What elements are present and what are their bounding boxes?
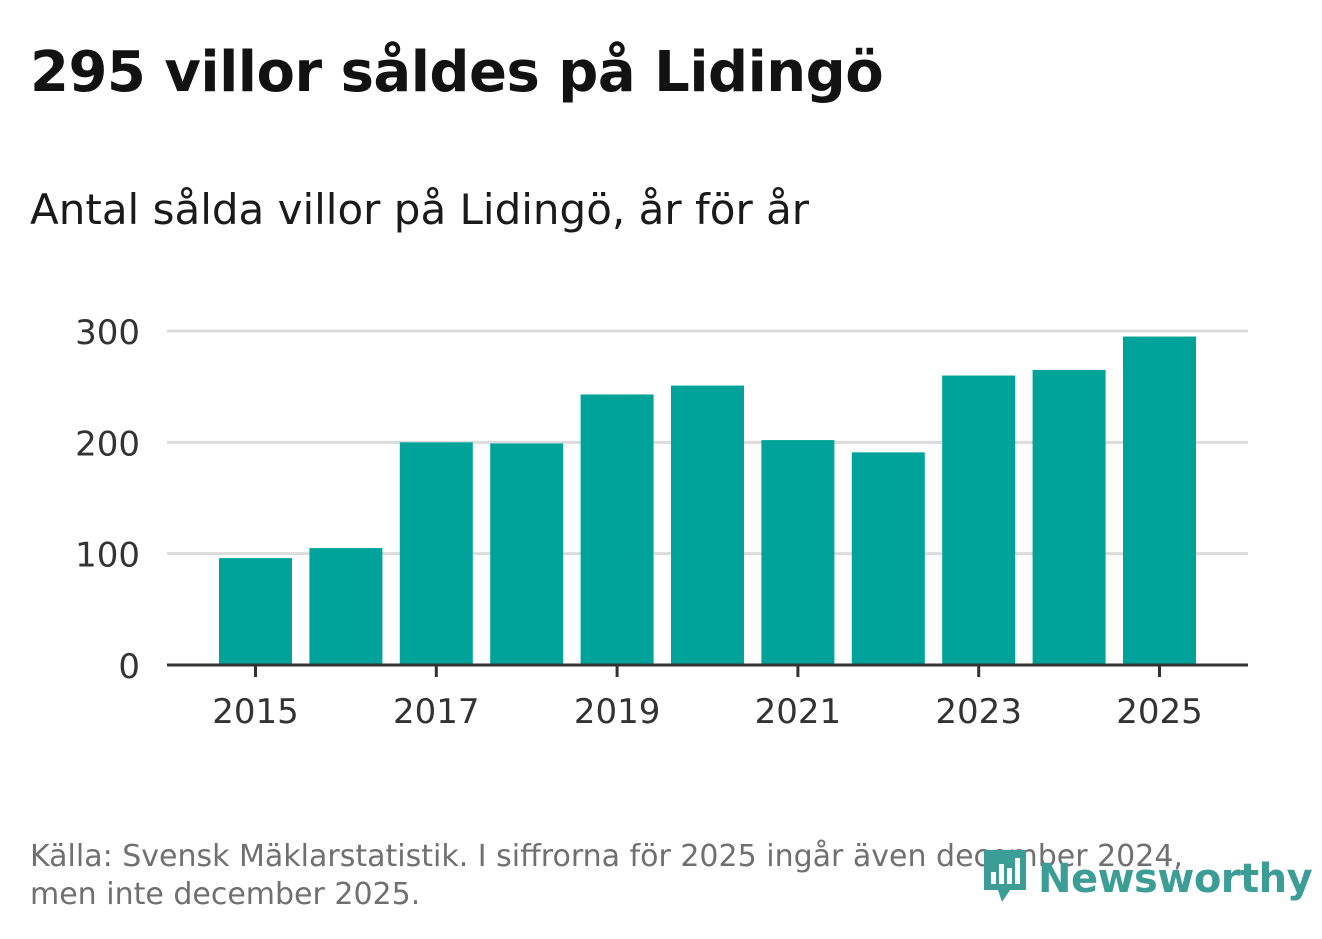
- bar-2025: [1123, 336, 1196, 665]
- chart-subtitle: Antal sålda villor på Lidingö, år för år: [30, 185, 810, 234]
- bar-2023: [942, 375, 1016, 665]
- y-tick-label-100: 100: [75, 536, 140, 576]
- x-tick-label-2021: 2021: [755, 692, 842, 732]
- bar-2024: [1032, 369, 1106, 665]
- brand-logo: Newsworthy: [980, 846, 1313, 912]
- bar-chart: 0 100 200 300 2015 2017 2019 2021 2023 2025: [75, 313, 1248, 732]
- bar-2020: [671, 385, 744, 665]
- bar-2017: [399, 442, 473, 665]
- y-tick-label-200: 200: [75, 424, 140, 464]
- y-tick-label-0: 0: [118, 647, 140, 687]
- bar-2018: [490, 443, 564, 665]
- x-tick-label-2017: 2017: [393, 692, 480, 732]
- bar-2016: [309, 548, 383, 665]
- y-tick-label-300: 300: [75, 313, 140, 353]
- chart-title: 295 villor såldes på Lidingö: [30, 40, 884, 105]
- bar-chart-speech-bubble-icon: [980, 846, 1030, 912]
- bar-2022: [851, 452, 925, 665]
- bar-2019: [580, 394, 654, 665]
- brand-name: Newsworthy: [1038, 856, 1313, 902]
- x-tick-label-2019: 2019: [574, 692, 661, 732]
- x-tick-label-2015: 2015: [212, 692, 299, 732]
- x-tick-label-2023: 2023: [935, 692, 1022, 732]
- bar-2015: [219, 558, 292, 665]
- bar-2021: [761, 440, 835, 665]
- x-tick-label-2025: 2025: [1116, 692, 1203, 732]
- source-note-line-2: men inte december 2025.: [30, 877, 421, 912]
